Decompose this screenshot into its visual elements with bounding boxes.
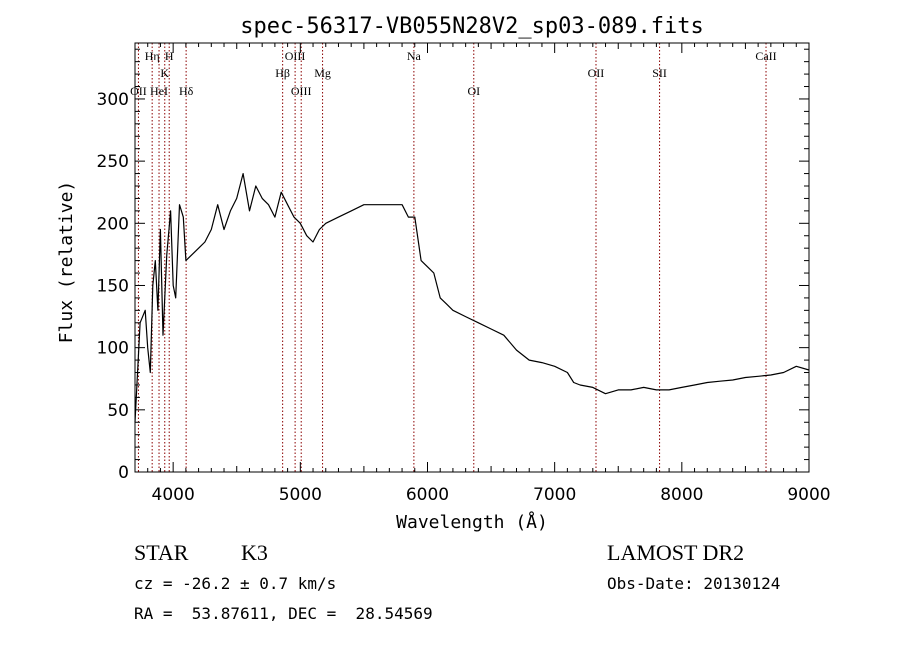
spectral-line-label: H — [165, 49, 174, 63]
spectral-line-label: Mg — [314, 66, 331, 80]
spectral-line-label: OI — [467, 84, 480, 98]
spectral-line-label: Na — [407, 49, 422, 63]
y-axis-label: Flux (relative) — [56, 181, 77, 344]
spectral-line-label: Hβ — [275, 66, 290, 80]
spectral-line-label: SII — [652, 66, 667, 80]
x-axis-label: Wavelength (Å) — [396, 511, 548, 533]
object-subclass: K3 — [241, 540, 268, 565]
spectral-line-label: OII — [588, 66, 605, 80]
y-tick-label: 100 — [97, 339, 129, 359]
axes: 4000 5000 6000 7000 8000 9000 0 50 100 150 200 250 3… — [97, 42, 831, 505]
spectrum-line — [134, 173, 810, 423]
x-tick-label: 7000 — [533, 485, 576, 505]
plot-frame — [134, 42, 810, 473]
x-tick-label: 9000 — [787, 485, 830, 505]
y-tick-label: 0 — [118, 463, 129, 483]
y-tick-label: 250 — [97, 152, 129, 172]
spectral-line-label: CaII — [755, 49, 776, 63]
x-tick-label: 4000 — [152, 485, 195, 505]
ra-dec: RA = 53.87611, DEC = 28.54569 — [134, 604, 433, 623]
spectral-line-label: Hδ — [179, 84, 194, 98]
series-group — [134, 173, 810, 423]
spectral-line-label: OIII — [291, 84, 312, 98]
observation-date: Obs-Date: 20130124 — [607, 574, 781, 593]
spectral-line-label: HeI — [150, 84, 168, 98]
y-tick-label: 150 — [97, 276, 129, 296]
spectral-line-label: OII — [130, 84, 147, 98]
x-tick-label: 8000 — [660, 485, 703, 505]
spectral-line-label: OIII — [285, 49, 306, 63]
spectral-line-label: Hη — [145, 49, 160, 63]
object-class: STAR — [134, 540, 189, 565]
y-tick-label: 200 — [97, 214, 129, 234]
survey-name: LAMOST DR2 — [607, 540, 745, 565]
redshift-cz: cz = -26.2 ± 0.7 km/s — [134, 574, 337, 593]
spectral-line-label: K — [160, 66, 169, 80]
chart-title: spec-56317-VB055N28V2_sp03-089.fits — [240, 14, 704, 39]
x-tick-label: 5000 — [279, 485, 322, 505]
y-tick-label: 300 — [97, 90, 129, 110]
y-tick-label: 50 — [107, 401, 129, 421]
x-tick-label: 6000 — [406, 485, 449, 505]
